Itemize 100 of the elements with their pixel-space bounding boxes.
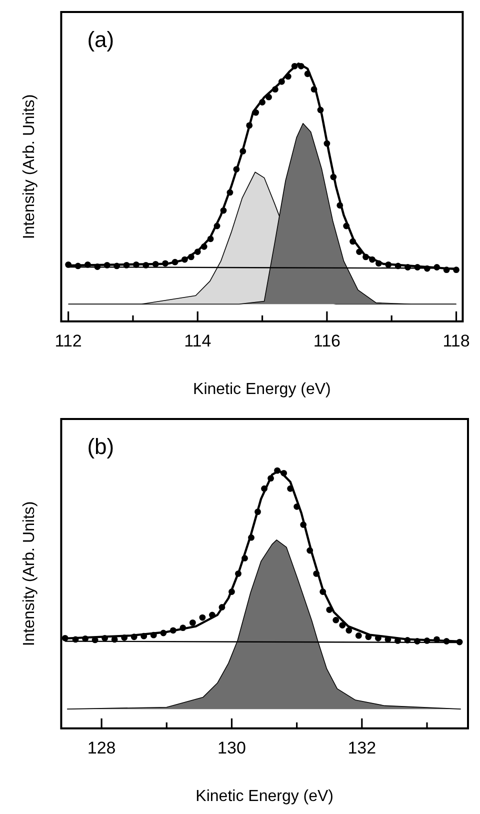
point xyxy=(330,174,337,180)
point xyxy=(188,254,194,260)
point xyxy=(272,86,278,93)
point xyxy=(287,485,294,492)
point xyxy=(326,606,333,613)
point xyxy=(82,635,88,642)
point xyxy=(434,636,440,643)
point xyxy=(246,122,253,129)
point xyxy=(133,261,140,268)
point xyxy=(346,627,352,634)
point xyxy=(123,262,130,268)
point xyxy=(62,634,68,642)
point xyxy=(228,588,235,595)
point xyxy=(434,264,440,270)
point xyxy=(150,632,157,638)
point xyxy=(369,256,376,263)
point xyxy=(304,70,311,78)
point xyxy=(313,570,320,577)
point xyxy=(280,470,287,476)
point xyxy=(365,634,372,640)
x-tick-label: 112 xyxy=(54,331,82,350)
point xyxy=(235,570,242,577)
point xyxy=(274,467,280,474)
point xyxy=(207,236,214,242)
point xyxy=(278,78,285,85)
point xyxy=(332,616,340,624)
point xyxy=(261,485,268,492)
point xyxy=(242,555,248,562)
x-tick-label: 130 xyxy=(218,738,246,758)
point xyxy=(350,238,356,245)
point xyxy=(356,248,362,255)
point xyxy=(324,140,330,147)
point xyxy=(189,619,196,626)
point xyxy=(339,622,346,628)
point xyxy=(385,261,392,268)
point xyxy=(375,260,382,267)
point xyxy=(226,189,234,196)
point xyxy=(453,266,460,274)
point xyxy=(268,475,274,482)
point xyxy=(424,638,430,644)
point xyxy=(214,222,220,230)
point xyxy=(404,637,411,644)
point xyxy=(104,262,110,268)
point xyxy=(456,638,463,646)
point xyxy=(336,202,344,209)
point xyxy=(240,148,246,154)
point xyxy=(254,508,261,516)
point xyxy=(248,534,254,541)
point xyxy=(199,614,206,621)
point xyxy=(233,166,240,172)
point xyxy=(310,86,318,93)
point xyxy=(121,634,128,641)
point xyxy=(140,632,148,640)
x-tick-label: 114 xyxy=(184,331,212,350)
y-axis-title: Intensity (Arb. Units) xyxy=(21,501,38,646)
point xyxy=(298,62,304,70)
point xyxy=(130,634,138,640)
x-tick-label: 128 xyxy=(87,738,116,758)
point xyxy=(111,636,118,643)
point xyxy=(355,632,362,639)
point xyxy=(424,265,430,272)
point xyxy=(414,638,420,644)
point xyxy=(317,106,324,114)
point xyxy=(74,262,82,270)
point xyxy=(259,99,266,106)
x-tick-label: 116 xyxy=(313,331,340,350)
point xyxy=(306,547,314,554)
point xyxy=(320,588,326,595)
point xyxy=(180,624,186,632)
x-axis-title: Kinetic Energy (eV) xyxy=(193,380,331,398)
point xyxy=(443,266,450,274)
point xyxy=(194,248,201,255)
text: (b) xyxy=(87,434,114,460)
point xyxy=(170,627,176,634)
point xyxy=(294,503,300,510)
point xyxy=(172,258,178,266)
point xyxy=(181,256,188,263)
point xyxy=(266,94,272,100)
point xyxy=(414,264,421,270)
point xyxy=(84,261,91,268)
point xyxy=(72,636,79,643)
point xyxy=(142,262,150,268)
x-tick-label: 118 xyxy=(442,331,470,350)
point xyxy=(162,260,168,267)
point xyxy=(102,634,108,642)
point xyxy=(218,604,226,610)
point xyxy=(362,254,369,260)
point xyxy=(404,264,411,270)
x-tick-label: 132 xyxy=(348,738,376,758)
point xyxy=(291,62,298,70)
y-axis-title: Intensity (Arb. Units) xyxy=(21,94,38,240)
point xyxy=(220,207,227,214)
text: (a) xyxy=(87,27,114,52)
point xyxy=(343,222,350,230)
point xyxy=(65,261,72,268)
point xyxy=(160,630,167,636)
point xyxy=(114,262,120,270)
point xyxy=(443,638,450,644)
point xyxy=(394,262,402,270)
point xyxy=(252,109,260,116)
